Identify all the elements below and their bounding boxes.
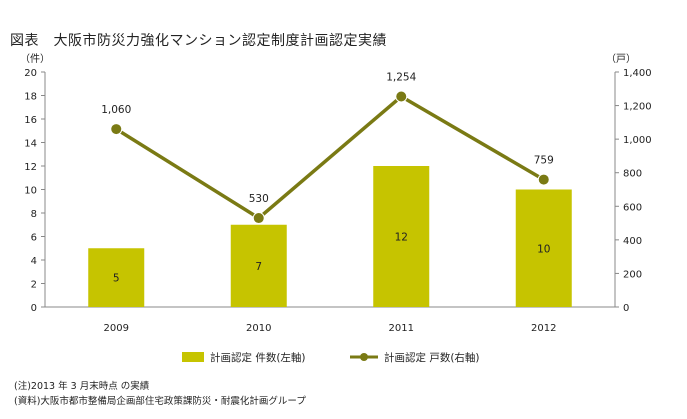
left-tick-label: 20: [24, 68, 37, 79]
line-point-2012: [537, 173, 550, 186]
chart-title: 図表 大阪市防災力強化マンション認定制度計画認定実績: [10, 33, 387, 49]
left-tick-label: 12: [24, 162, 37, 173]
right-axis-unit: （戸）: [606, 53, 636, 65]
right-tick-label: 600: [623, 202, 642, 213]
left-tick-label: 0: [31, 303, 37, 314]
left-tick-label: 8: [31, 209, 37, 220]
left-tick-label: 16: [24, 115, 37, 126]
right-tick-label: 0: [623, 303, 629, 314]
x-tick-label: 2011: [389, 323, 414, 334]
bar-label: 7: [255, 261, 262, 273]
left-tick-label: 14: [24, 139, 37, 150]
right-tick-label: 1,000: [623, 135, 652, 146]
left-tick-label: 6: [31, 233, 37, 244]
bar-label: 5: [113, 273, 120, 285]
right-tick-label: 400: [623, 236, 642, 247]
left-tick-label: 2: [31, 280, 37, 291]
x-tick-label: 2012: [531, 323, 556, 334]
bar-2009: [88, 248, 145, 307]
bar-2011: [373, 166, 430, 307]
right-tick-label: 800: [623, 169, 642, 180]
note: (注)2013 年 3 月末時点 の実績: [14, 381, 150, 392]
line-point-2009: [110, 123, 123, 136]
x-tick-label: 2009: [104, 323, 129, 334]
right-tick-label: 1,400: [623, 68, 652, 79]
bar-2012: [515, 189, 572, 307]
bar-label: 10: [537, 243, 550, 255]
line-label: 530: [249, 193, 269, 205]
line-point-2010: [252, 212, 265, 225]
line-point-2011: [395, 90, 408, 103]
bar-label: 12: [395, 232, 408, 244]
line-series: [115, 94, 545, 221]
left-tick-label: 10: [24, 186, 37, 197]
x-tick-label: 2010: [246, 323, 271, 334]
line-label: 1,254: [386, 72, 416, 84]
right-tick-label: 200: [623, 269, 642, 280]
legend-line-marker: [360, 353, 368, 361]
right-tick-label: 1,200: [623, 102, 652, 113]
left-tick-label: 4: [31, 256, 37, 267]
left-axis-unit: （件）: [20, 53, 50, 65]
left-tick-label: 18: [24, 92, 37, 103]
line-label: 1,060: [101, 104, 131, 116]
source-note: (資料)大阪市都市整備局企画部住宅政策課防災・耐震化計画グループ: [14, 396, 306, 407]
line-label: 759: [534, 155, 554, 167]
legend-bar-swatch: [182, 352, 204, 362]
bar-2010: [230, 224, 287, 307]
legend-bar-label: 計画認定 件数(左軸): [210, 351, 306, 364]
legend-line-label: 計画認定 戸数(右軸): [384, 351, 480, 364]
